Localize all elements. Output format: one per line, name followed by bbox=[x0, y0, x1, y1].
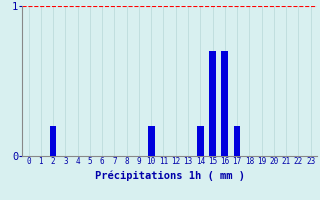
Bar bbox=[221, 51, 228, 156]
X-axis label: Précipitations 1h ( mm ): Précipitations 1h ( mm ) bbox=[95, 171, 244, 181]
Bar bbox=[209, 51, 216, 156]
Bar bbox=[50, 126, 56, 156]
Bar bbox=[234, 126, 240, 156]
Bar bbox=[148, 126, 155, 156]
Bar bbox=[197, 126, 204, 156]
